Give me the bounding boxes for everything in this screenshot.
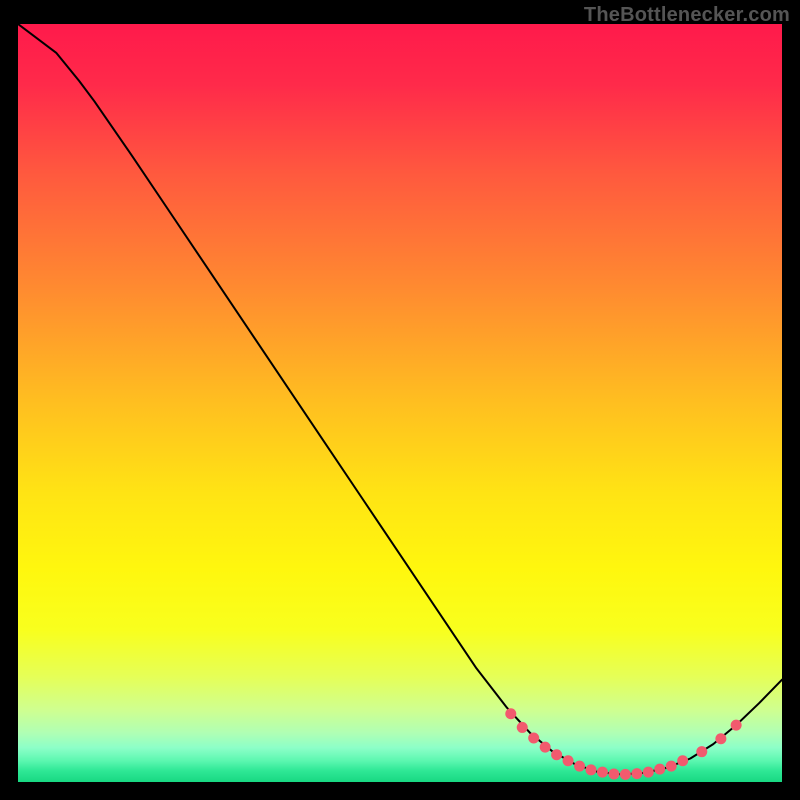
data-marker [608, 769, 619, 780]
data-marker [563, 755, 574, 766]
data-marker [631, 768, 642, 779]
data-marker [696, 746, 707, 757]
data-marker [731, 720, 742, 731]
data-marker [586, 764, 597, 775]
chart-container: TheBottlenecker.com [0, 0, 800, 800]
data-marker [643, 767, 654, 778]
gradient-background [18, 24, 782, 782]
data-marker [666, 761, 677, 772]
data-marker [551, 749, 562, 760]
watermark-text: TheBottlenecker.com [584, 4, 790, 27]
data-marker [715, 733, 726, 744]
chart-svg [18, 24, 782, 782]
data-marker [528, 733, 539, 744]
data-marker [677, 755, 688, 766]
data-marker [620, 769, 631, 780]
data-marker [654, 764, 665, 775]
data-marker [597, 767, 608, 778]
plot-area [18, 24, 782, 782]
data-marker [517, 722, 528, 733]
data-marker [505, 708, 516, 719]
data-marker [574, 761, 585, 772]
data-marker [540, 742, 551, 753]
